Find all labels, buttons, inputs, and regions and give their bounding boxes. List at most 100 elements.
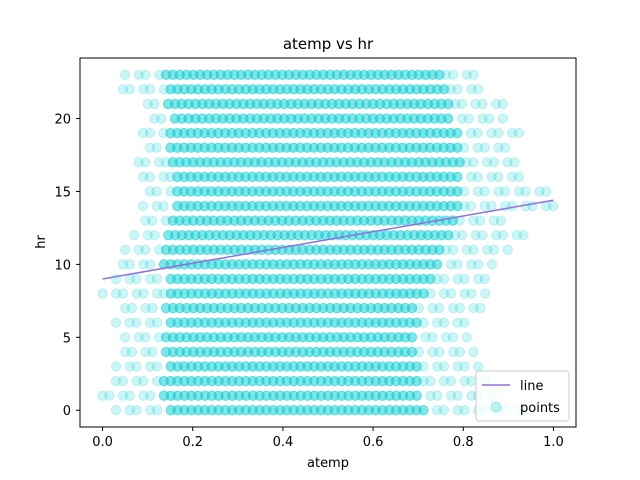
data-point [147, 215, 158, 226]
data-point [331, 302, 343, 314]
data-point [277, 302, 288, 314]
data-point [186, 317, 197, 328]
data-point [160, 346, 172, 358]
data-point [315, 317, 327, 328]
data-point [400, 302, 411, 314]
data-point [309, 390, 320, 401]
data-point [452, 171, 463, 183]
data-point [288, 361, 299, 372]
data-point [270, 332, 281, 343]
data-point [261, 317, 272, 328]
data-point [220, 288, 231, 299]
data-point [352, 332, 363, 343]
data-point [370, 375, 381, 387]
x-axis-title: atemp [307, 456, 349, 471]
data-point [288, 273, 299, 285]
data-point [365, 346, 377, 358]
data-point [165, 317, 176, 328]
data-point [459, 375, 470, 387]
data-point [318, 346, 329, 358]
data-point [172, 390, 183, 401]
data-point [288, 317, 299, 328]
data-point [377, 288, 388, 299]
data-point [329, 405, 340, 416]
data-point [215, 302, 226, 314]
data-point [274, 288, 286, 299]
data-point [304, 332, 315, 343]
data-point [431, 317, 443, 328]
data-point [188, 302, 199, 314]
data-point [297, 302, 308, 314]
data-point [372, 346, 384, 358]
data-point [229, 346, 240, 358]
data-point [295, 317, 306, 328]
data-point [281, 273, 293, 285]
data-point [390, 361, 402, 372]
data-point [199, 273, 211, 285]
data-point [215, 332, 226, 343]
data-point [309, 405, 320, 416]
data-point [186, 273, 197, 285]
data-point [199, 405, 211, 416]
data-point [397, 317, 409, 328]
data-point [213, 405, 224, 416]
data-point [459, 273, 470, 285]
data-point [172, 375, 183, 387]
data-point [254, 375, 265, 387]
data-point [349, 405, 361, 416]
data-point [270, 346, 281, 358]
data-point [322, 361, 334, 372]
data-point [390, 317, 402, 328]
data-point [206, 288, 218, 299]
data-point [404, 317, 416, 328]
data-point [145, 405, 156, 416]
data-point [329, 273, 340, 285]
data-point [356, 405, 368, 416]
data-point [229, 332, 240, 343]
data-point [500, 142, 511, 153]
data-point [356, 317, 368, 328]
data-point [336, 317, 347, 328]
data-point [274, 361, 286, 372]
data-point [227, 375, 238, 387]
data-point [215, 302, 226, 314]
data-point [356, 317, 368, 328]
data-point [188, 332, 199, 343]
data-point [406, 332, 418, 343]
data-point [119, 302, 131, 314]
data-point [336, 317, 347, 328]
data-point [233, 375, 245, 387]
data-point [356, 405, 368, 416]
data-point [363, 375, 375, 387]
data-point [174, 332, 185, 343]
data-point [359, 302, 370, 314]
data-point [254, 361, 265, 372]
data-point [172, 405, 183, 416]
data-point [229, 346, 240, 358]
data-point [263, 346, 274, 358]
data-point [199, 288, 211, 299]
data-point [179, 390, 190, 401]
data-point [447, 69, 459, 80]
data-point [215, 302, 226, 314]
data-point [247, 317, 258, 328]
data-point [338, 302, 349, 314]
data-point [329, 375, 340, 387]
data-point [165, 375, 176, 387]
data-point [418, 405, 429, 416]
data-point [384, 390, 395, 401]
data-point [167, 302, 179, 314]
data-point [213, 273, 224, 285]
data-point [329, 390, 341, 401]
data-point [302, 317, 313, 328]
data-point [220, 288, 231, 299]
data-point [386, 332, 397, 343]
data-point [336, 375, 347, 387]
data-point [270, 302, 281, 314]
data-point [174, 302, 185, 314]
data-point [329, 361, 340, 372]
data-point [199, 390, 211, 401]
data-point [261, 288, 272, 299]
data-point [322, 317, 334, 328]
data-point [160, 346, 172, 358]
